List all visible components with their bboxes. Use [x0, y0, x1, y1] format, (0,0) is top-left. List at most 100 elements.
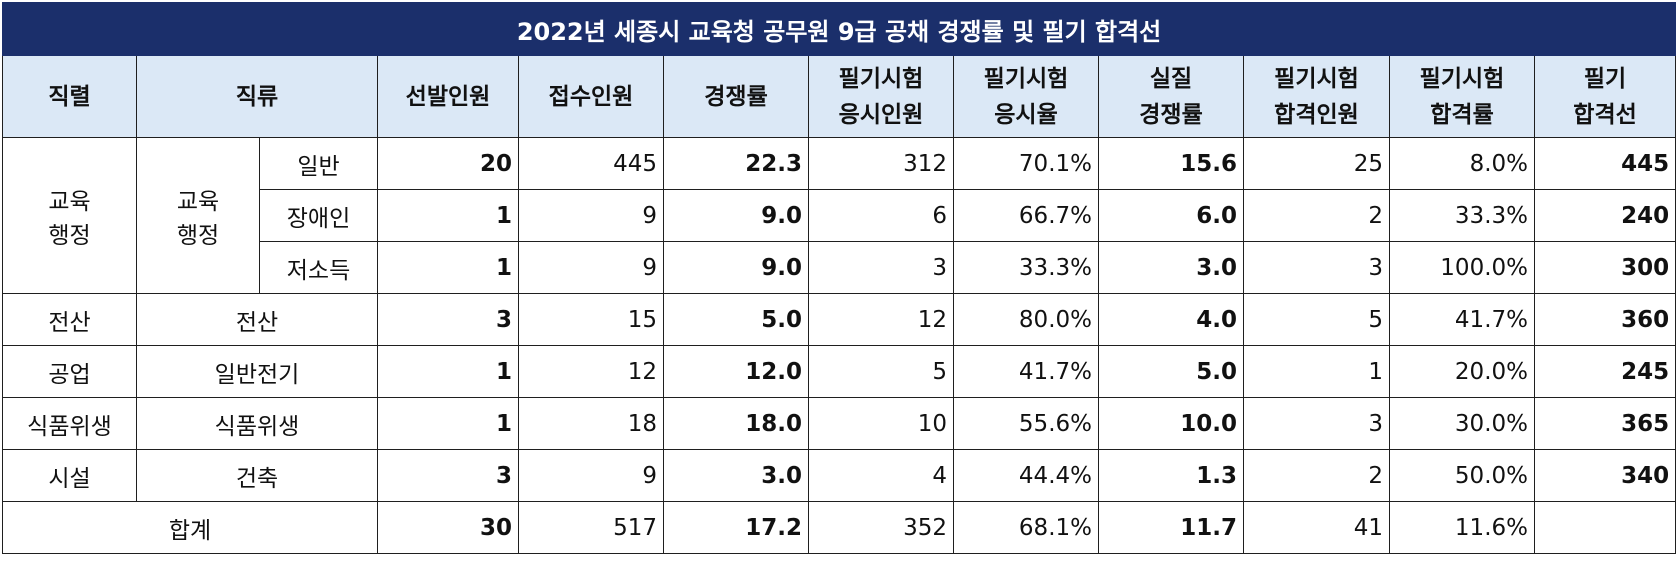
cell-hapgyeok-in: 2 — [1243, 189, 1390, 242]
cell-siljil: 1.3 — [1098, 449, 1244, 502]
total-hapgyeokseon — [1533, 501, 1677, 554]
cell-siljil: 6.0 — [1098, 189, 1244, 242]
table-row: 공업 일반전기 1 12 12.0 5 41.7% 5.0 1 20.0% 24… — [2, 345, 1677, 398]
table-title: 2022년 세종시 교육청 공무원 9급 공채 경쟁률 및 필기 합격선 — [1, 2, 1677, 56]
cell-eungsi: 10 — [808, 397, 954, 450]
header-hapgyeokseon-line1: 필기 — [1583, 65, 1627, 92]
total-hapgyeok-ryul: 11.6% — [1389, 501, 1535, 554]
header-eungsiyul-line2: 응시율 — [994, 101, 1058, 128]
header-seonbal: 선발인원 — [377, 55, 519, 138]
header-hapgyeokseon-line2: 합격선 — [1573, 101, 1637, 128]
cell-jikryu-edu-admin: 교육 행정 — [136, 137, 260, 294]
cell-hapgyeok-ryul: 33.3% — [1389, 189, 1535, 242]
cell-gyeongjaeng: 22.3 — [663, 137, 809, 190]
cell-hapgyeokseon: 240 — [1533, 189, 1677, 242]
cell-eungsi: 3 — [808, 241, 954, 294]
cell-siljil: 5.0 — [1098, 345, 1244, 398]
cell-hapgyeokseon: 360 — [1533, 293, 1677, 346]
cell-sub: 일반 — [259, 137, 378, 190]
cell-hapgyeok-ryul: 20.0% — [1389, 345, 1535, 398]
cell-gyeongjaeng: 9.0 — [663, 241, 809, 294]
header-hapgyeokseon: 필기 합격선 — [1533, 55, 1677, 138]
cell-hapgyeok-ryul: 8.0% — [1389, 137, 1535, 190]
total-jeopsu: 517 — [518, 501, 664, 554]
cell-jikryeol: 전산 — [2, 293, 137, 346]
cell-eungsiyul: 41.7% — [953, 345, 1099, 398]
cell-hapgyeok-ryul: 30.0% — [1389, 397, 1535, 450]
cell-seonbal: 3 — [377, 293, 519, 346]
header-siljil-line1: 실질 — [1149, 65, 1193, 92]
cell-hapgyeok-in: 25 — [1243, 137, 1390, 190]
cell-jikryu: 일반전기 — [136, 345, 378, 398]
header-row: 직렬 직류 선발인원 접수인원 경쟁률 필기시험 응시인원 필기시험 응시율 실… — [2, 55, 1677, 138]
cell-jikryu: 전산 — [136, 293, 378, 346]
table-row: 장애인 1 9 9.0 6 66.7% 6.0 2 33.3% 240 — [3, 189, 1677, 242]
cell-eungsiyul: 70.1% — [953, 137, 1099, 190]
header-hapgyeok-ryul-line1: 필기시험 — [1419, 65, 1505, 92]
cell-jeopsu: 15 — [518, 293, 664, 346]
cell-hapgyeokseon: 365 — [1533, 397, 1677, 450]
cell-seonbal: 1 — [377, 189, 519, 242]
cell-jikryu: 건축 — [136, 449, 378, 502]
cell-gyeongjaeng: 5.0 — [663, 293, 809, 346]
cell-gyeongjaeng: 3.0 — [663, 449, 809, 502]
header-pilgi-eungsi-line1: 필기시험 — [838, 65, 924, 92]
cell-seonbal: 1 — [377, 345, 519, 398]
cell-jikryeol: 식품위생 — [2, 397, 137, 450]
cell-eungsiyul: 80.0% — [953, 293, 1099, 346]
cell-seonbal: 1 — [377, 241, 519, 294]
total-eungsi: 352 — [808, 501, 954, 554]
cell-jikryeol: 시설 — [2, 449, 137, 502]
header-pilgi-eungsi-line2: 응시인원 — [838, 101, 924, 128]
header-jikryeol: 직렬 — [2, 55, 137, 138]
header-hapgyeok-in-line2: 합격인원 — [1274, 101, 1359, 128]
cell-jikryu-line1: 교육 — [176, 188, 220, 215]
cell-hapgyeokseon: 300 — [1533, 241, 1677, 294]
table-row: 전산 전산 3 15 5.0 12 80.0% 4.0 5 41.7% 360 — [2, 293, 1677, 346]
cell-jeopsu: 9 — [518, 449, 664, 502]
header-hapgyeok-ryul-line2: 합격률 — [1430, 101, 1494, 128]
cell-jeopsu: 12 — [518, 345, 664, 398]
cell-seonbal: 20 — [377, 137, 519, 190]
cell-eungsi: 312 — [808, 137, 954, 190]
cell-siljil: 15.6 — [1098, 137, 1244, 190]
cell-eungsiyul: 66.7% — [953, 189, 1099, 242]
cell-seonbal: 1 — [377, 397, 519, 450]
cell-hapgyeok-in: 3 — [1243, 397, 1390, 450]
competition-table-container: 2022년 세종시 교육청 공무원 9급 공채 경쟁률 및 필기 합격선 직렬 … — [1, 2, 1677, 554]
header-eungsiyul-line1: 필기시험 — [983, 65, 1069, 92]
cell-jikryeol-line1: 교육 — [48, 188, 91, 215]
cell-jikryeol: 공업 — [2, 345, 137, 398]
table-row: 저소득 1 9 9.0 3 33.3% 3.0 3 100.0% 300 — [3, 241, 1677, 294]
header-jikryu: 직류 — [136, 55, 378, 138]
cell-siljil: 3.0 — [1098, 241, 1244, 294]
cell-jikryu-line2: 행정 — [176, 222, 220, 249]
total-row: 합계 30 517 17.2 352 68.1% 11.7 41 11.6% — [2, 501, 1677, 554]
cell-eungsiyul: 55.6% — [953, 397, 1099, 450]
cell-eungsi: 4 — [808, 449, 954, 502]
cell-jikryu: 식품위생 — [136, 397, 378, 450]
header-eungsiyul: 필기시험 응시율 — [953, 55, 1099, 138]
total-hapgyeok-in: 41 — [1243, 501, 1390, 554]
total-seonbal: 30 — [377, 501, 519, 554]
cell-gyeongjaeng: 9.0 — [663, 189, 809, 242]
cell-gyeongjaeng: 18.0 — [663, 397, 809, 450]
header-hapgyeok-ryul: 필기시험 합격률 — [1389, 55, 1535, 138]
total-eungsiyul: 68.1% — [953, 501, 1099, 554]
cell-gyeongjaeng: 12.0 — [663, 345, 809, 398]
cell-seonbal: 3 — [377, 449, 519, 502]
cell-eungsi: 12 — [808, 293, 954, 346]
table-row: 시설 건축 3 9 3.0 4 44.4% 1.3 2 50.0% 340 — [2, 449, 1677, 502]
cell-jikryeol-line2: 행정 — [48, 222, 91, 249]
cell-jeopsu: 9 — [518, 241, 664, 294]
cell-sub: 장애인 — [259, 189, 378, 242]
total-label: 합계 — [2, 501, 378, 554]
header-hapgyeok-in: 필기시험 합격인원 — [1243, 55, 1390, 138]
header-pilgi-eungsi: 필기시험 응시인원 — [808, 55, 954, 138]
total-gyeongjaeng: 17.2 — [663, 501, 809, 554]
cell-siljil: 4.0 — [1098, 293, 1244, 346]
cell-jeopsu: 18 — [518, 397, 664, 450]
cell-siljil: 10.0 — [1098, 397, 1244, 450]
cell-jeopsu: 9 — [518, 189, 664, 242]
cell-sub: 저소득 — [259, 241, 378, 294]
